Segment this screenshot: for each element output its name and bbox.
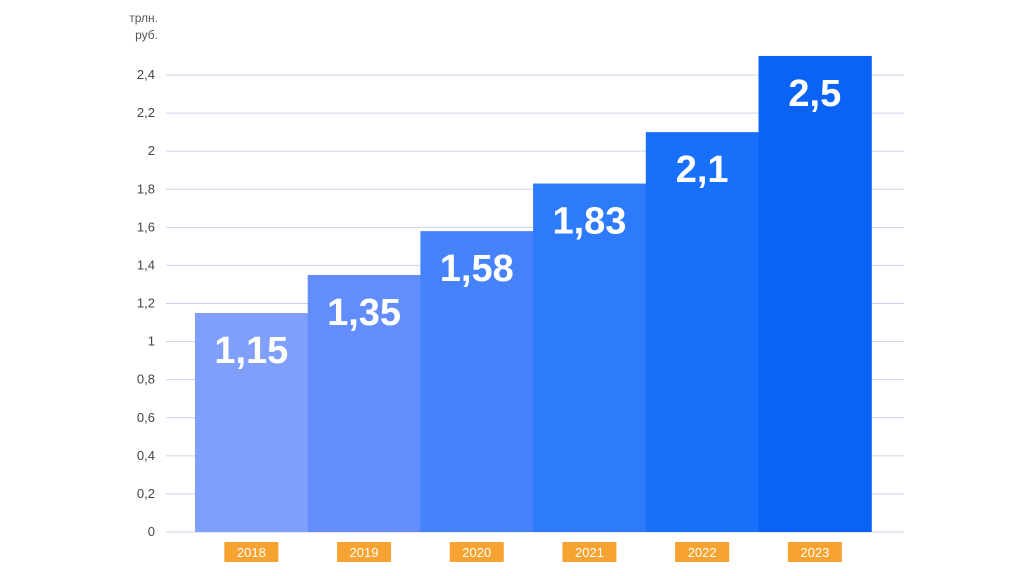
bar-value-label: 2,1 (676, 149, 729, 191)
bar-2023 (758, 55, 872, 532)
y-axis-unit-label: трлн. руб. (96, 10, 158, 44)
bar-value-label: 2,5 (788, 73, 841, 115)
y-tick-label: 2,2 (137, 105, 155, 120)
x-tick-label: 2020 (462, 545, 491, 560)
bar-2021 (533, 183, 647, 532)
bars: 1,15 1,35 1,58 1,83 2,1 2,5 (195, 55, 872, 532)
x-tick-label-badge (224, 542, 279, 562)
x-tick-label-badge (337, 542, 392, 562)
x-tick-label-badge (675, 542, 730, 562)
x-tick-label: 2018 (237, 545, 266, 560)
y-tick-label: 0,4 (137, 448, 155, 463)
x-tick-label: 2022 (688, 545, 717, 560)
y-axis-ticks: 0 0,2 0,4 0,6 0,8 1 1,2 1,4 1,6 1,8 2 2,2 2,4 (137, 67, 155, 539)
y-tick-label: 1,8 (137, 181, 155, 196)
y-axis-unit-line-1: трлн. (129, 11, 158, 25)
x-tick-label: 2021 (575, 545, 604, 560)
x-tick-label-badge (562, 542, 617, 562)
y-tick-label: 1,6 (137, 219, 155, 234)
x-tick-label: 2023 (800, 545, 829, 560)
y-tick-label: 0,2 (137, 486, 155, 501)
y-tick-label: 2 (148, 143, 155, 158)
y-tick-label: 0,6 (137, 410, 155, 425)
bar-value-label: 1,58 (440, 248, 514, 290)
y-tick-label: 0 (148, 524, 155, 539)
y-axis-unit-line-2: руб. (135, 28, 158, 42)
x-axis-ticks: 2018 2019 2020 2021 2022 2023 (224, 542, 842, 562)
bar-2018 (195, 313, 309, 532)
y-tick-label: 2,4 (137, 67, 155, 82)
bar-value-label: 1,35 (327, 292, 401, 334)
y-tick-label: 1,2 (137, 296, 155, 311)
bar-value-label: 1,15 (214, 330, 288, 372)
bar-2022 (645, 132, 760, 532)
y-tick-label: 1,4 (137, 257, 155, 272)
x-tick-label-badge (449, 542, 504, 562)
y-tick-label: 1 (148, 334, 155, 349)
x-tick-label-badge (787, 542, 842, 562)
bar-2019 (307, 274, 421, 532)
y-tick-label: 0,8 (137, 372, 155, 387)
x-tick-label: 2019 (350, 545, 379, 560)
bar-value-label: 1,83 (552, 201, 626, 243)
bar-2020 (420, 231, 534, 532)
